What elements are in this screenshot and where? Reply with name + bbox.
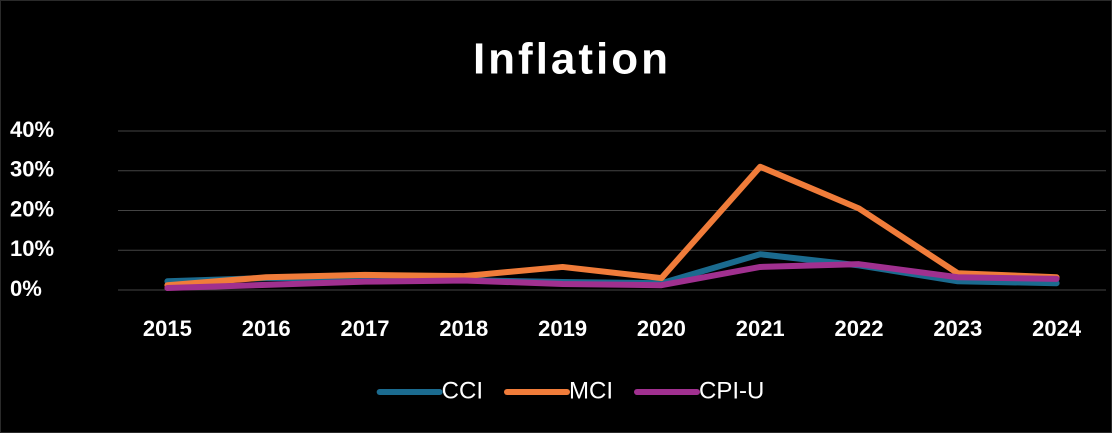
chart-title: Inflation: [473, 35, 671, 84]
x-tick-label: 2019: [538, 316, 587, 341]
series-line: [164, 163, 1060, 289]
y-tick-label: 30%: [10, 157, 54, 182]
x-tick-label: 2015: [143, 316, 192, 341]
x-tick-label: 2017: [341, 316, 390, 341]
x-tick-label: 2023: [933, 316, 982, 341]
x-tick-label: 2024: [1032, 316, 1082, 341]
x-tick-label: 2018: [439, 316, 488, 341]
y-tick-label: 0%: [10, 276, 42, 301]
x-tick-label: 2021: [736, 316, 785, 341]
x-tick-label: 2016: [242, 316, 291, 341]
legend-label: CCI: [442, 377, 483, 404]
y-tick-label: 10%: [10, 236, 54, 261]
legend-label: MCI: [569, 377, 613, 404]
y-tick-label: 40%: [10, 117, 54, 142]
x-tick-label: 2022: [835, 316, 884, 341]
legend-label: CPI-U: [699, 377, 764, 404]
y-tick-label: 20%: [10, 196, 54, 221]
legend: CCI MCI CPI-U: [376, 377, 764, 404]
series-line: [164, 261, 1060, 292]
x-tick-label: 2020: [637, 316, 686, 341]
